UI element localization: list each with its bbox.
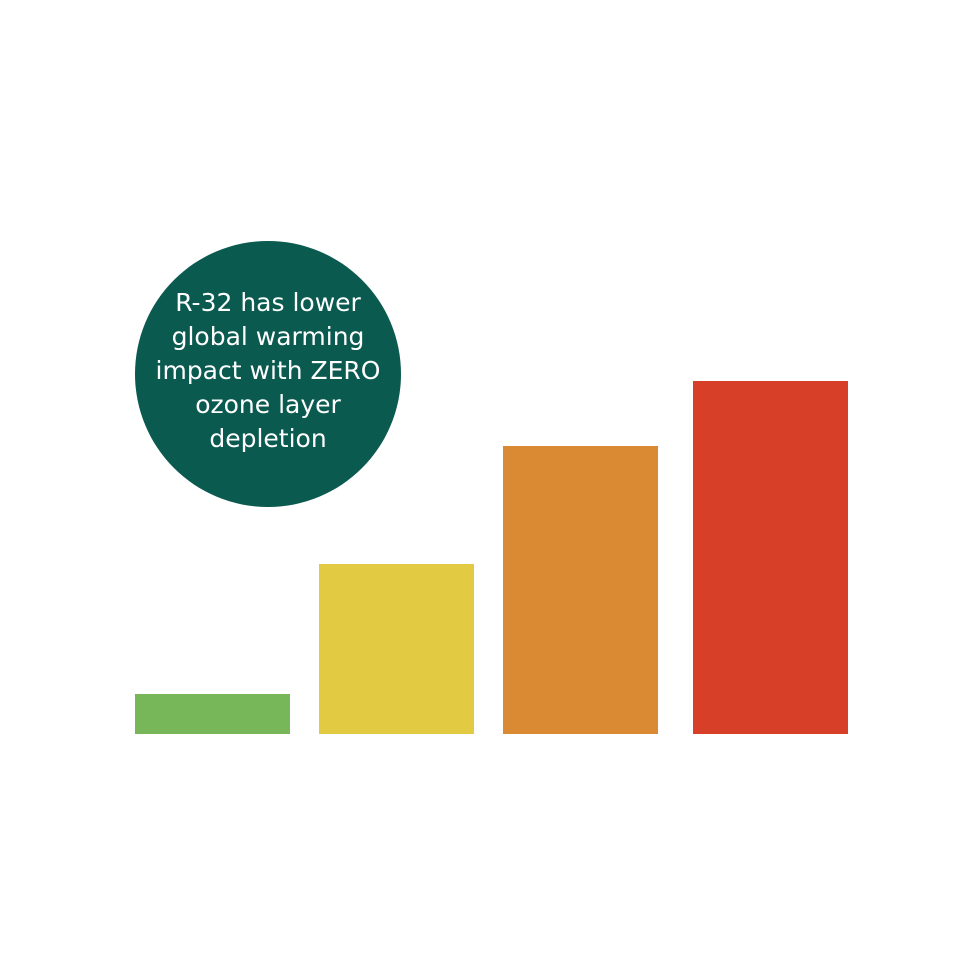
callout-circle: R-32 has lower global warming impact wit… [135, 241, 401, 507]
bar-1 [135, 694, 290, 734]
callout-text: R-32 has lower global warming impact wit… [155, 288, 381, 453]
bar-3 [503, 446, 658, 734]
bar-2 [319, 564, 474, 734]
bar-4 [693, 381, 848, 734]
